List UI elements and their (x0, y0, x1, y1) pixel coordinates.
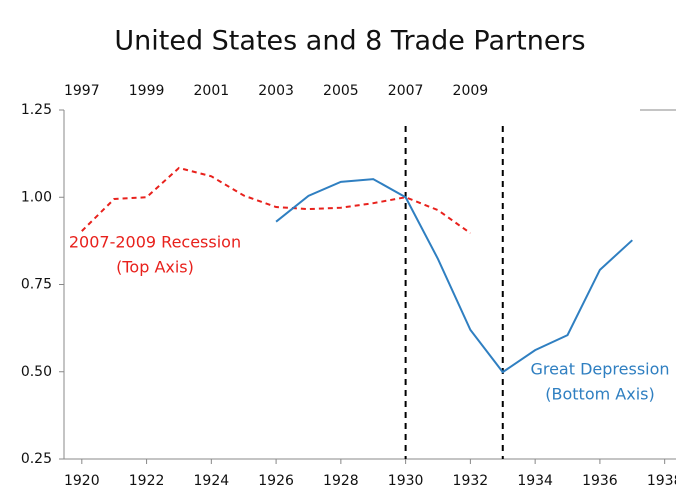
y-tick-label: 0.50 (21, 364, 52, 380)
y-tick-label: 0.25 (21, 451, 52, 467)
y-tick-label: 1.25 (21, 102, 52, 118)
x2-tick-label: 2001 (194, 83, 230, 99)
chart-title: United States and 8 Trade Partners (114, 26, 585, 57)
annotation: (Top Axis) (116, 258, 194, 277)
x2-tick-label: 1997 (64, 83, 100, 99)
annotation: Great Depression (530, 360, 669, 379)
x-tick-label: 1932 (453, 473, 489, 489)
x-tick-label: 1922 (129, 473, 165, 489)
annotation: (Bottom Axis) (545, 385, 654, 404)
series-line (81, 166, 471, 235)
x-tick-label: 1920 (64, 473, 100, 489)
x2-tick-label: 2009 (453, 83, 489, 99)
annotation: 2007-2009 Recession (69, 233, 241, 252)
x-tick-label: 1924 (194, 473, 230, 489)
y-tick-label: 0.75 (21, 277, 52, 293)
x-tick-label: 1934 (517, 473, 553, 489)
x2-tick-label: 2003 (258, 83, 294, 99)
x-tick-label: 1928 (323, 473, 359, 489)
x2-tick-label: 1999 (129, 83, 165, 99)
x-tick-label: 1926 (258, 473, 294, 489)
x-tick-label: 1938 (647, 473, 676, 489)
y-tick-label: 1.00 (21, 189, 52, 205)
x2-tick-label: 2007 (388, 83, 424, 99)
x2-tick-label: 2005 (323, 83, 359, 99)
x-tick-label: 1936 (582, 473, 618, 489)
x-tick-label: 1930 (388, 473, 424, 489)
series-line (275, 178, 633, 374)
